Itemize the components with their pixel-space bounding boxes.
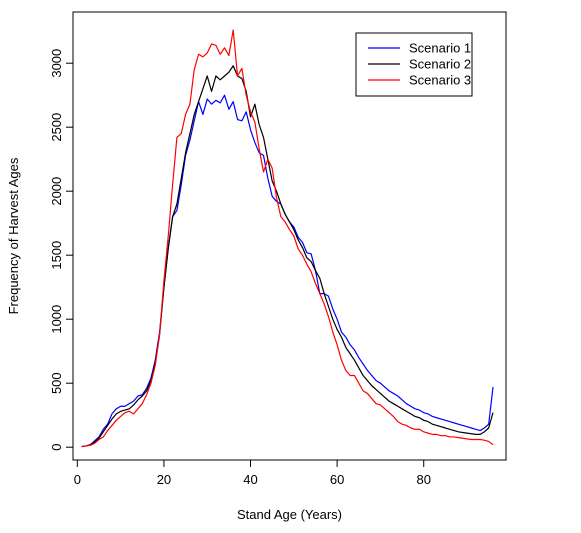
y-tick-label: 2500 <box>49 113 64 142</box>
legend-label-3: Scenario 3 <box>409 73 471 88</box>
y-tick-label: 1500 <box>49 241 64 270</box>
x-axis-label: Stand Age (Years) <box>237 507 342 522</box>
x-tick-label: 60 <box>330 472 344 487</box>
series-line-2 <box>81 65 494 448</box>
legend-label-1: Scenario 1 <box>409 41 471 56</box>
y-tick-label: 3000 <box>49 49 64 78</box>
y-tick-label: 0 <box>49 444 64 451</box>
series-lines <box>81 29 494 448</box>
x-tick-label: 40 <box>243 472 257 487</box>
y-tick-label: 2000 <box>49 177 64 206</box>
x-axis: 0 20 40 60 80 <box>74 460 431 487</box>
y-tick-label: 1000 <box>49 305 64 334</box>
legend-label-2: Scenario 2 <box>409 57 471 72</box>
y-axis: 0 500 1000 1500 2000 2500 3000 <box>49 49 73 451</box>
plot-frame <box>72 11 507 461</box>
x-tick-label: 80 <box>416 472 430 487</box>
x-tick-label: 20 <box>157 472 171 487</box>
series-line-3 <box>81 29 494 448</box>
y-tick-label: 500 <box>49 372 64 394</box>
x-tick-label: 0 <box>74 472 81 487</box>
y-axis-label: Frequency of Harvest Ages <box>6 157 21 314</box>
